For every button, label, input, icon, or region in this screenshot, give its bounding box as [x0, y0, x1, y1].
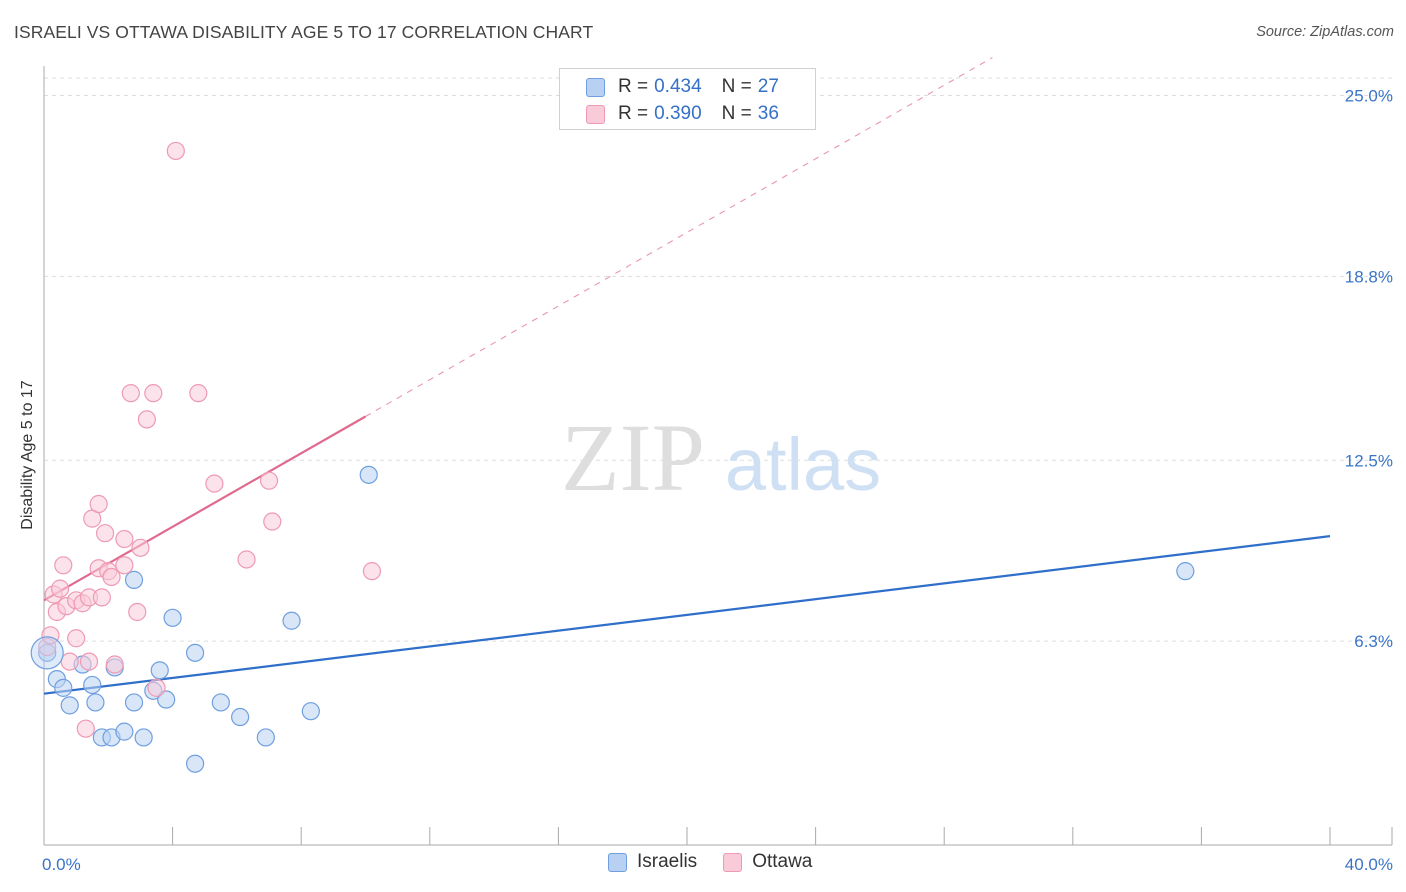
x-tick-label-min: 0.0% [42, 855, 81, 874]
data-point-israelis [282, 611, 301, 630]
data-point-israelis [186, 643, 205, 662]
data-point-israelis [157, 690, 176, 709]
data-point-israelis [256, 728, 275, 747]
data-point-israelis-large [30, 636, 64, 670]
data-point-ottawa [259, 471, 279, 490]
data-point-ottawa [166, 141, 185, 161]
data-point-ottawa [105, 655, 124, 674]
y-tick-label: 12.5% [1345, 451, 1393, 470]
data-point-ottawa [362, 562, 382, 581]
data-point-israelis [211, 693, 230, 712]
data-point-ottawa [89, 494, 108, 514]
data-point-ottawa [95, 524, 115, 543]
legend-label-ottawa: Ottawa [752, 851, 813, 872]
watermark-zip: ZIP [561, 404, 705, 511]
data-point-ottawa [144, 384, 163, 403]
watermark-atlas: atlas [725, 423, 881, 506]
data-point-ottawa [128, 602, 147, 622]
legend-r-value-israelis: 0.434 [654, 76, 702, 97]
legend-swatch-israelis [608, 852, 627, 872]
y-tick-label: 6.3% [1354, 632, 1393, 651]
legend-n-label: N = [721, 103, 752, 124]
legend-label-israelis: Israelis [637, 851, 698, 872]
data-point-israelis [83, 675, 102, 695]
legend-item-israelis: Israelis [608, 851, 697, 873]
data-point-ottawa [41, 626, 60, 645]
data-point-ottawa [137, 410, 156, 429]
data-point-ottawa [79, 652, 99, 671]
legend-row-ottawa: R = 0.390 N = 36 [586, 103, 779, 125]
legend-r-label: R = [618, 76, 649, 97]
data-point-israelis [359, 465, 378, 484]
legend-item-ottawa: Ottawa [723, 851, 812, 873]
legend-n-label: N = [721, 76, 752, 97]
data-point-ottawa [102, 567, 121, 587]
tick-labels: 6.3% 12.5% 18.8% 25.0% 0.0% 40.0% [42, 87, 1393, 874]
legend-n-value-israelis: 27 [757, 76, 779, 97]
legend-n-value-ottawa: 36 [757, 103, 779, 124]
data-point-israelis [1176, 562, 1195, 581]
legend-swatch-israelis [586, 77, 605, 97]
series-legend: Israelis Ottawa [608, 851, 838, 873]
y-tick-label: 25.0% [1345, 87, 1393, 106]
data-point-ottawa [121, 384, 140, 403]
legend-r-value-ottawa: 0.390 [654, 103, 702, 124]
chart-title: ISRAELI VS OTTAWA DISABILITY AGE 5 TO 17… [14, 22, 594, 42]
data-point-israelis [301, 702, 320, 721]
source-label: Source: ZipAtlas.com [1256, 24, 1394, 40]
data-point-ottawa [131, 538, 150, 557]
data-point-ottawa [50, 579, 70, 598]
y-tick-label: 18.8% [1345, 267, 1393, 286]
data-point-israelis [163, 608, 182, 627]
data-point-ottawa [115, 529, 134, 549]
trend-line-israelis [43, 535, 1331, 695]
data-point-ottawa [92, 588, 111, 607]
watermark: ZIP atlas [561, 404, 881, 511]
data-point-israelis [124, 693, 144, 712]
x-tick-label-max: 40.0% [1345, 855, 1393, 874]
data-point-ottawa [60, 652, 79, 671]
axes [43, 66, 1393, 846]
legend-r-label: R = [618, 103, 649, 124]
data-point-israelis [150, 661, 169, 680]
data-points [30, 141, 1195, 773]
legend-swatch-ottawa [586, 104, 605, 124]
data-point-israelis [115, 722, 134, 741]
data-point-israelis [86, 693, 105, 712]
data-point-ottawa [76, 719, 95, 738]
data-point-ottawa [205, 474, 224, 493]
data-point-israelis [60, 696, 79, 715]
data-point-israelis [231, 707, 250, 727]
data-point-ottawa [237, 550, 256, 569]
data-point-ottawa [54, 556, 73, 575]
data-point-ottawa [115, 556, 134, 575]
legend-swatch-ottawa [723, 852, 743, 872]
data-point-israelis [124, 570, 144, 589]
legend-row-israelis: R = 0.434 N = 27 [586, 76, 779, 98]
data-point-ottawa [147, 678, 166, 697]
correlation-legend: R = 0.434 N = 27 R = 0.390 N = 36 [559, 68, 816, 130]
data-point-israelis [134, 728, 153, 747]
data-point-israelis [186, 754, 205, 773]
trend-extension-ottawa [365, 57, 993, 417]
data-point-ottawa [189, 384, 208, 403]
data-point-israelis [54, 678, 73, 697]
data-point-ottawa [67, 629, 86, 648]
data-point-ottawa [263, 512, 282, 531]
trend-lines [43, 57, 1331, 695]
